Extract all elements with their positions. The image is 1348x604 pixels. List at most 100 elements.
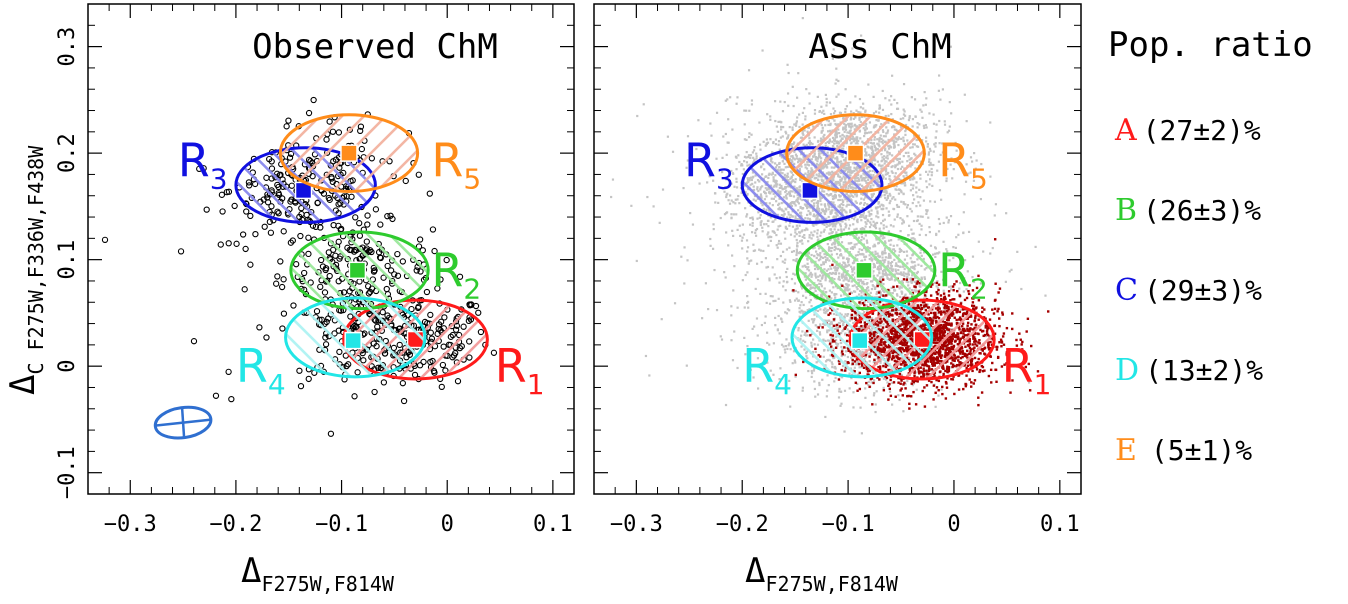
artificial-star xyxy=(806,257,809,260)
artificial-star xyxy=(901,273,905,276)
artificial-star xyxy=(884,170,888,173)
artificial-star xyxy=(944,277,947,280)
artificial-star xyxy=(830,267,833,270)
artificial-star xyxy=(741,247,744,250)
artificial-star xyxy=(891,197,894,200)
artificial-star xyxy=(837,243,840,247)
artificial-star xyxy=(809,213,812,216)
observed-star xyxy=(413,267,420,274)
artificial-star xyxy=(806,163,809,166)
artificial-star xyxy=(854,168,857,171)
artificial-star xyxy=(795,253,798,257)
observed-star xyxy=(239,231,247,238)
artificial-star xyxy=(772,342,775,345)
artificial-star xyxy=(800,136,804,139)
artificial-star xyxy=(822,297,825,300)
artificial-star xyxy=(865,181,868,184)
observed-star xyxy=(396,357,404,364)
artificial-star xyxy=(864,255,868,258)
artificial-star xyxy=(804,163,807,166)
observed-star xyxy=(304,500,309,505)
artificial-star xyxy=(821,276,824,280)
artificial-star xyxy=(837,163,840,166)
artificial-star xyxy=(865,214,868,218)
artificial-star xyxy=(865,187,869,190)
artificial-star xyxy=(801,242,804,245)
artificial-star xyxy=(812,214,815,218)
artificial-star xyxy=(801,132,804,135)
artificial-star xyxy=(890,275,893,278)
observed-star xyxy=(312,223,320,231)
artificial-star xyxy=(912,194,915,197)
artificial-star xyxy=(759,249,762,252)
artificial-star xyxy=(889,199,892,203)
artificial-star xyxy=(899,295,902,299)
observed-star xyxy=(268,175,275,182)
artificial-star xyxy=(840,179,843,182)
artificial-star xyxy=(827,215,830,219)
artificial-star xyxy=(856,218,859,221)
artificial-star xyxy=(887,252,891,256)
artificial-star xyxy=(857,293,861,296)
artificial-star xyxy=(847,184,850,188)
artificial-star xyxy=(856,258,859,261)
artificial-star xyxy=(837,142,841,145)
artificial-star xyxy=(830,166,833,169)
artificial-star xyxy=(847,122,850,126)
artificial-star xyxy=(890,265,894,268)
artificial-star xyxy=(895,353,898,356)
artificial-star xyxy=(928,163,931,167)
artificial-star xyxy=(729,96,732,99)
artificial-star xyxy=(930,174,933,177)
artificial-star xyxy=(897,136,900,139)
artificial-star xyxy=(891,74,894,77)
artificial-star xyxy=(915,205,918,208)
artificial-star xyxy=(867,83,870,86)
artificial-star xyxy=(873,157,876,160)
artificial-star xyxy=(806,308,809,312)
artificial-star xyxy=(842,328,845,332)
artificial-star xyxy=(871,151,874,155)
artificial-star xyxy=(772,185,775,188)
artificial-star xyxy=(836,344,839,347)
artificial-star xyxy=(810,341,813,344)
artificial-star xyxy=(756,188,759,191)
observed-star xyxy=(279,325,286,332)
artificial-star xyxy=(975,159,978,162)
artificial-star xyxy=(828,161,832,165)
artificial-star xyxy=(839,208,842,212)
artificial-star xyxy=(745,150,748,154)
observed-star xyxy=(366,310,373,317)
artificial-star xyxy=(946,250,949,253)
artificial-star xyxy=(834,134,837,137)
artificial-star xyxy=(837,198,840,202)
artificial-star xyxy=(792,195,796,198)
artificial-star xyxy=(871,331,874,334)
artificial-star xyxy=(809,219,812,222)
artificial-star xyxy=(794,289,797,293)
artificial-star xyxy=(824,156,828,160)
artificial-star xyxy=(919,204,922,207)
artificial-star xyxy=(840,264,844,267)
observed-star xyxy=(283,123,290,130)
artificial-star xyxy=(786,92,790,95)
artificial-star xyxy=(965,120,968,123)
artificial-star xyxy=(806,217,810,220)
artificial-star xyxy=(871,258,874,261)
artificial-star xyxy=(847,284,850,287)
artificial-star xyxy=(818,282,821,285)
observed-star xyxy=(310,96,317,104)
artificial-star xyxy=(903,114,907,117)
artificial-star xyxy=(721,170,724,174)
artificial-star xyxy=(784,258,787,261)
artificial-star xyxy=(849,181,853,184)
artificial-star xyxy=(840,354,843,358)
artificial-star xyxy=(886,357,889,360)
artificial-star xyxy=(790,155,793,158)
observed-star xyxy=(394,250,401,258)
observed-star xyxy=(337,200,344,207)
artificial-star xyxy=(846,135,849,138)
artificial-star xyxy=(796,218,799,221)
artificial-star xyxy=(829,122,832,125)
artificial-star xyxy=(775,277,778,280)
